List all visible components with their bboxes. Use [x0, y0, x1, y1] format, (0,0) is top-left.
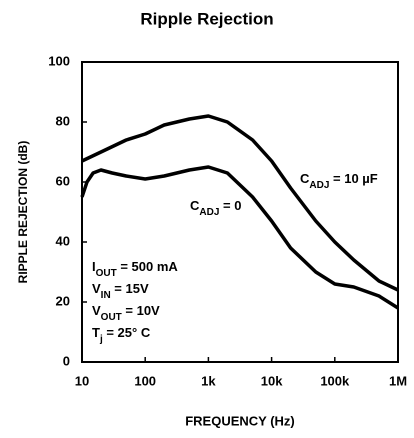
- annotation: CADJ = 0: [190, 198, 241, 218]
- x-tick-label: 100: [134, 373, 156, 388]
- annotation-main: C: [190, 198, 200, 213]
- chart-title: Ripple Rejection: [140, 9, 273, 28]
- annotation-sub: j: [99, 334, 103, 345]
- line-series: [80, 165, 399, 310]
- annotation-sub: OUT: [96, 268, 117, 279]
- annotation-sub: IN: [101, 290, 111, 301]
- annotation-main: I: [92, 259, 96, 274]
- x-tick-label: 1k: [201, 373, 216, 388]
- y-tick-label: 40: [56, 233, 70, 248]
- annotation-tail: = 15V: [111, 281, 149, 296]
- annotation-sub: ADJ: [309, 180, 329, 191]
- annotation: IOUT = 500 mA: [92, 259, 178, 279]
- annotation-tail: = 500 mA: [117, 259, 179, 274]
- y-tick-label: 80: [56, 113, 70, 128]
- annotation-tail: = 25° C: [103, 325, 151, 340]
- x-axis-label: FREQUENCY (Hz): [185, 413, 295, 428]
- annotation-sub: ADJ: [199, 207, 219, 218]
- y-tick-label: 60: [56, 173, 70, 188]
- annotation-main: V: [92, 281, 101, 296]
- x-tick-label: 100k: [320, 373, 350, 388]
- x-tick-label: 10k: [261, 373, 283, 388]
- annotation-main: C: [300, 171, 310, 186]
- annotation-tail: = 10 µF: [329, 171, 377, 186]
- annotation: Tj = 25° C: [92, 325, 151, 345]
- x-tick-label: 1M: [389, 373, 407, 388]
- y-axis-label: RIPPLE REJECTION (dB): [16, 141, 30, 284]
- x-tick-label: 10: [75, 373, 89, 388]
- annotation-sub: OUT: [101, 312, 122, 323]
- annotation-main: T: [92, 325, 100, 340]
- y-tick-label: 0: [63, 353, 70, 368]
- plot-frame: [81, 61, 399, 363]
- annotation: VOUT = 10V: [92, 303, 160, 323]
- annotation: VIN = 15V: [92, 281, 149, 301]
- annotation-main: V: [92, 303, 101, 318]
- line-series: [81, 114, 399, 292]
- annotation: CADJ = 10 µF: [300, 171, 378, 191]
- y-tick-label: 100: [48, 53, 70, 68]
- annotation-tail: = 10V: [122, 303, 160, 318]
- y-tick-label: 20: [56, 293, 70, 308]
- annotation-tail: = 0: [219, 198, 241, 213]
